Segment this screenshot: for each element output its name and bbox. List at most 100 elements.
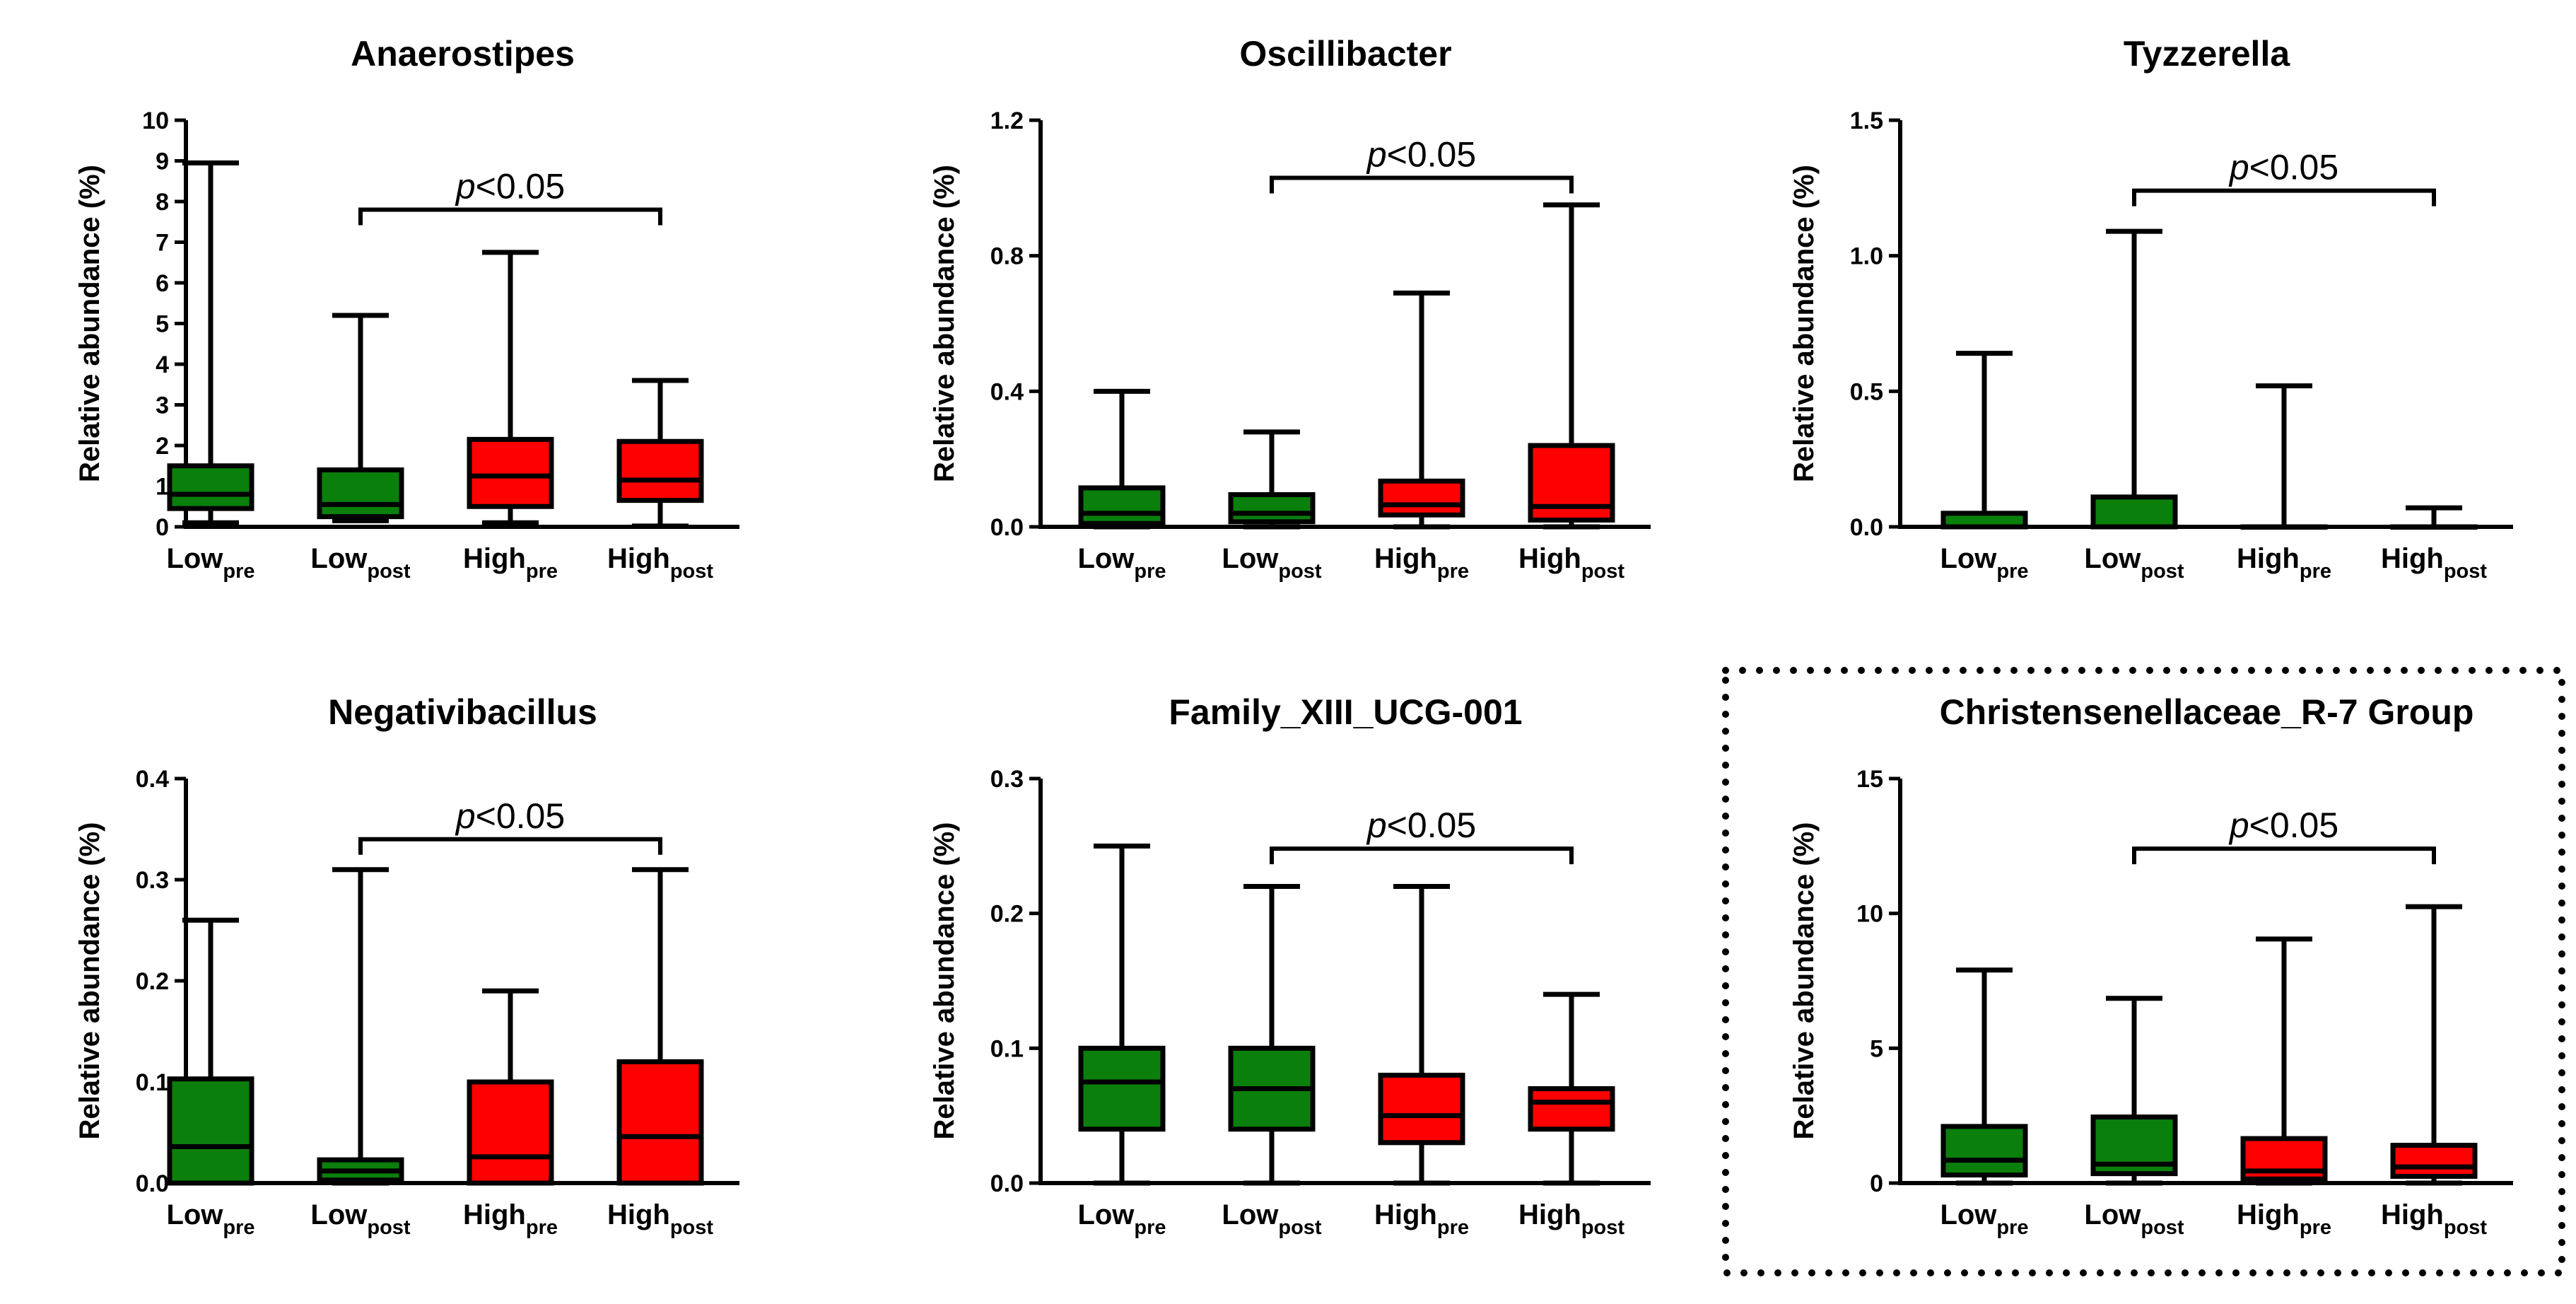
p-threshold: <0.05 bbox=[476, 167, 566, 206]
y-axis-label: Relative abundance (%) bbox=[1788, 822, 1820, 1139]
iqr-box bbox=[317, 467, 404, 520]
x-category-label: Lowpre bbox=[1940, 1199, 2028, 1239]
category-main: Low bbox=[1077, 543, 1135, 574]
box-low-pre bbox=[167, 160, 254, 525]
category-main: Low bbox=[1940, 1199, 1997, 1230]
category-main: High bbox=[1518, 1199, 1581, 1230]
box-low-post bbox=[317, 867, 404, 1186]
iqr-box bbox=[167, 463, 254, 511]
y-tick-label: 0.4 bbox=[990, 378, 1024, 405]
y-axis-label: Relative abundance (%) bbox=[74, 165, 105, 482]
p-symbol: p bbox=[1366, 805, 1387, 845]
x-category-label: Lowpost bbox=[1222, 1199, 1322, 1239]
p-threshold: <0.05 bbox=[1387, 134, 1477, 174]
category-sub: post bbox=[367, 560, 411, 583]
y-tick-label: 0.0 bbox=[990, 1170, 1024, 1197]
p-symbol: p bbox=[455, 167, 476, 206]
box-low-pre bbox=[1078, 843, 1166, 1186]
y-tick-label: 9 bbox=[156, 149, 169, 175]
category-sub: pre bbox=[223, 560, 254, 583]
box-high-post bbox=[2390, 505, 2478, 530]
x-category-label: Highpre bbox=[1374, 1199, 1469, 1239]
box-low-post bbox=[1228, 429, 1316, 530]
y-tick-label: 0.2 bbox=[136, 968, 169, 995]
significance-bracket bbox=[358, 207, 662, 226]
y-tick-label: 0.1 bbox=[990, 1035, 1024, 1062]
category-main: High bbox=[463, 1199, 526, 1230]
category-main: High bbox=[2237, 543, 2300, 574]
significance-bracket bbox=[358, 837, 662, 855]
panel-title: Tyzzerella bbox=[2124, 34, 2290, 74]
y-axis-label: Relative abundance (%) bbox=[929, 165, 960, 482]
category-main: Low bbox=[310, 543, 368, 574]
significance-bracket bbox=[2132, 846, 2436, 865]
y-tick-label: 3 bbox=[156, 392, 169, 419]
box-low-pre bbox=[167, 917, 254, 1186]
y-tick-label: 5 bbox=[156, 311, 169, 338]
category-sub: post bbox=[1278, 1216, 1322, 1239]
y-tick-label: 10 bbox=[142, 107, 169, 134]
box-high-pre bbox=[1378, 290, 1465, 530]
iqr-box bbox=[1228, 491, 1316, 525]
y-tick-label: 0.3 bbox=[990, 766, 1024, 793]
panel-oscillibacter: Oscillibacter Relative abundance (%) 0.0 0.… bbox=[929, 34, 1651, 583]
panel-christensenellaceae-r-7-group: Christensenellaceae_R-7 Group Relative ab… bbox=[1788, 692, 2513, 1239]
x-category-label: Highpre bbox=[2237, 543, 2331, 583]
p-symbol: p bbox=[2228, 148, 2249, 187]
category-sub: post bbox=[2444, 560, 2488, 583]
y-tick-label: 0 bbox=[156, 514, 169, 541]
category-sub: pre bbox=[1134, 560, 1166, 583]
x-category-label: Lowpost bbox=[310, 543, 411, 583]
significance-label: p<0.05 bbox=[2228, 148, 2338, 187]
category-sub: pre bbox=[1437, 1216, 1469, 1239]
significance-label: p<0.05 bbox=[1366, 134, 1476, 174]
category-main: Low bbox=[2084, 1199, 2141, 1230]
box-low-post bbox=[1228, 884, 1316, 1186]
iqr-box bbox=[1378, 1072, 1465, 1146]
p-symbol: p bbox=[455, 796, 476, 836]
y-tick-label: 0 bbox=[1870, 1170, 1883, 1197]
significance-label: p<0.05 bbox=[1366, 805, 1476, 845]
x-category-label: Highpost bbox=[607, 543, 713, 583]
category-main: Low bbox=[310, 1199, 368, 1230]
category-main: High bbox=[1374, 1199, 1437, 1230]
y-tick-label: 0.4 bbox=[136, 766, 169, 793]
y-tick-label: 5 bbox=[1870, 1035, 1883, 1062]
category-sub: pre bbox=[2300, 1216, 2331, 1239]
x-category-label: Lowpost bbox=[310, 1199, 411, 1239]
category-sub: post bbox=[2141, 560, 2184, 583]
category-sub: post bbox=[1581, 1216, 1625, 1239]
category-main: High bbox=[2237, 1199, 2300, 1230]
x-category-label: Lowpre bbox=[166, 543, 254, 583]
x-category-label: Lowpre bbox=[1077, 543, 1166, 583]
x-category-label: Highpre bbox=[463, 1199, 558, 1239]
y-tick-label: 6 bbox=[156, 270, 169, 297]
x-category-label: Lowpost bbox=[1222, 543, 1322, 583]
panel-title: Oscillibacter bbox=[1239, 34, 1451, 74]
x-category-label: Highpost bbox=[2381, 543, 2487, 583]
category-sub: post bbox=[1278, 560, 1322, 583]
box-low-pre bbox=[1940, 351, 2028, 530]
iqr-box bbox=[167, 1076, 254, 1186]
y-tick-label: 0.0 bbox=[136, 1170, 169, 1197]
iqr-box bbox=[1940, 1124, 2028, 1178]
category-sub: pre bbox=[223, 1216, 254, 1239]
x-category-label: Lowpost bbox=[2084, 1199, 2184, 1239]
y-tick-label: 8 bbox=[156, 189, 169, 216]
box-low-pre bbox=[1078, 388, 1166, 530]
y-tick-label: 1.5 bbox=[1850, 107, 1883, 134]
category-main: Low bbox=[1077, 1199, 1135, 1230]
box-high-pre bbox=[2240, 936, 2328, 1186]
category-sub: pre bbox=[1437, 560, 1469, 583]
y-tick-label: 0.0 bbox=[990, 514, 1024, 541]
significance-label: p<0.05 bbox=[455, 167, 565, 206]
significance-bracket bbox=[1270, 175, 1574, 194]
box-low-post bbox=[2090, 996, 2178, 1186]
y-tick-label: 0.8 bbox=[990, 243, 1024, 270]
y-tick-label: 4 bbox=[156, 351, 169, 378]
iqr-box bbox=[1078, 485, 1166, 526]
iqr-box bbox=[1078, 1045, 1166, 1132]
iqr-box bbox=[467, 436, 554, 509]
category-main: Low bbox=[1940, 543, 1997, 574]
box-high-post bbox=[616, 867, 704, 1186]
